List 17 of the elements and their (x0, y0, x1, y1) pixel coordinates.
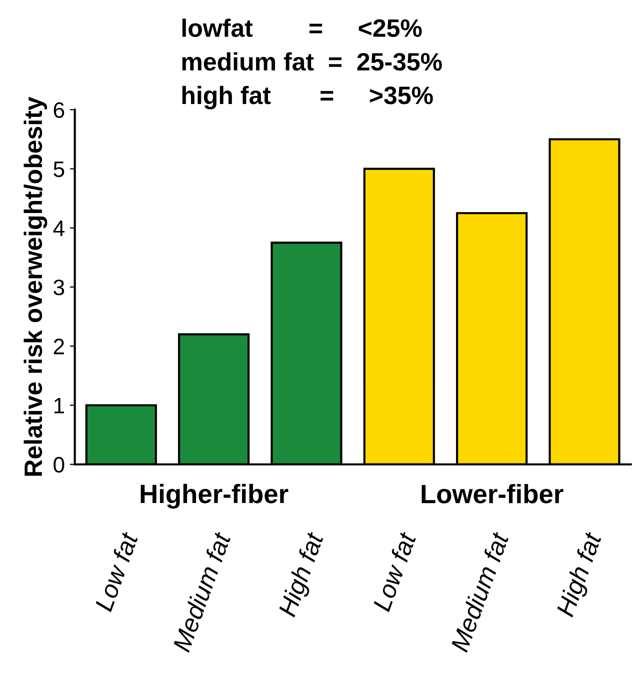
y-tick-label: 1 (54, 398, 64, 414)
y-tick-label: 3 (54, 280, 64, 296)
y-tick-label: 6 (54, 102, 64, 118)
text: Higher-fiber (140, 484, 288, 509)
text: Lower-fiber (422, 484, 564, 504)
y-tick-label: 4 (53, 220, 64, 236)
text: medium fat = 25-35% (182, 52, 442, 71)
x-tick-label: High fat (277, 530, 329, 620)
x-tick-label: High fat (555, 530, 607, 620)
y-tick-label: 0 (54, 456, 64, 473)
text: high fat = >35% (182, 86, 433, 110)
y-axis-title: Relative risk overweight/obesity (24, 96, 48, 476)
y-tick-label: 2 (54, 338, 64, 354)
x-tick-label: Low fat (94, 530, 139, 612)
x-tick-label: Low fat (372, 530, 417, 612)
y-tick-label: 5 (54, 162, 64, 178)
text: lowfat = <25% (182, 18, 422, 37)
